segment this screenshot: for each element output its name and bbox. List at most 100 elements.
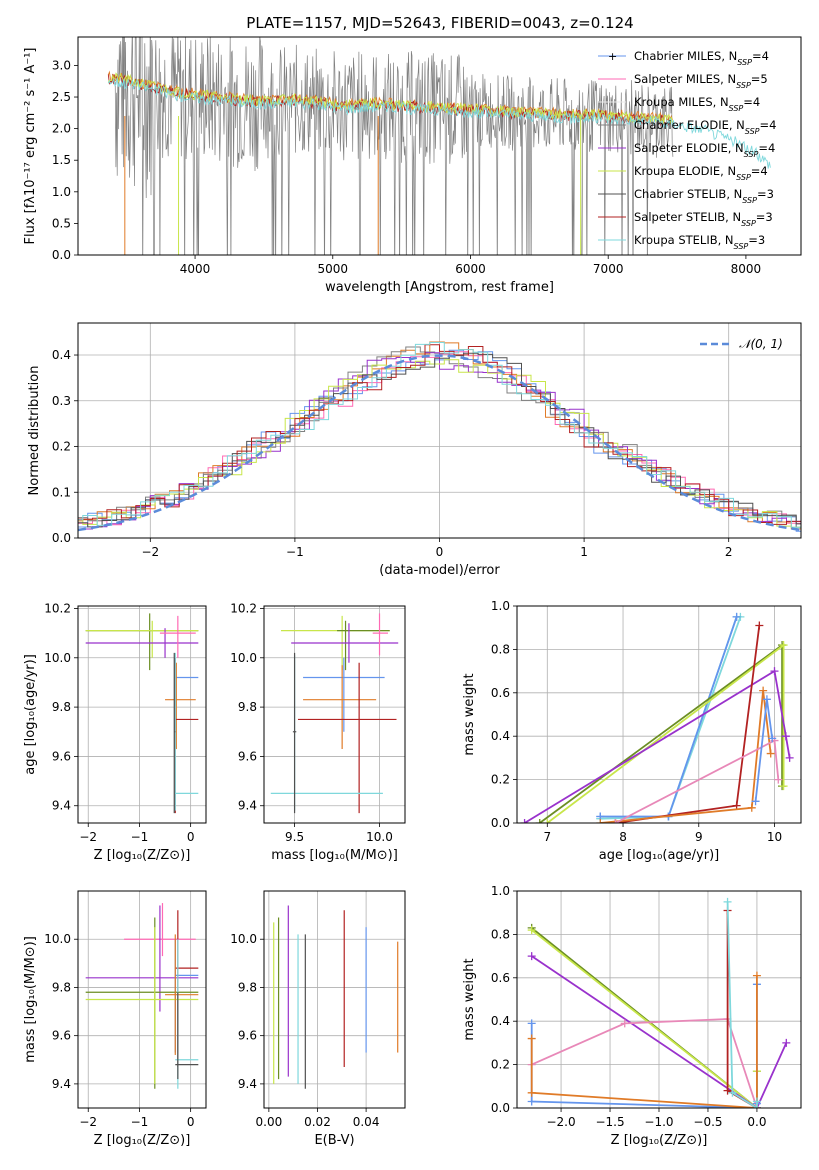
y-tick-label: 0.0 bbox=[491, 1101, 510, 1115]
x-axis-label: Z [log₁₀(Z/Z⊙)] bbox=[611, 1133, 708, 1148]
plus-marker bbox=[520, 819, 529, 823]
y-tick-label: 3.0 bbox=[52, 58, 71, 72]
weight-line bbox=[600, 616, 738, 818]
legend-subscript: SSP bbox=[736, 81, 751, 90]
plot-area bbox=[264, 891, 405, 1108]
weight-line bbox=[531, 1018, 758, 1108]
y-tick-label: 2.0 bbox=[52, 122, 71, 136]
plus-marker bbox=[782, 1038, 791, 1047]
x-tick-label: 0 bbox=[436, 545, 444, 559]
y-tick-label: 0.4 bbox=[52, 348, 71, 362]
legend-label: 𝒩(0, 1) bbox=[739, 337, 783, 351]
y-tick-label: 9.4 bbox=[238, 799, 257, 813]
histogram-step-line bbox=[78, 359, 801, 528]
plus-marker bbox=[527, 926, 536, 935]
x-tick-label: 7 bbox=[543, 830, 551, 844]
model-spectrum-line bbox=[107, 77, 771, 169]
y-tick-label: 0.2 bbox=[52, 440, 71, 454]
y-tick-label: 9.8 bbox=[238, 980, 257, 994]
plot-area bbox=[107, 37, 771, 255]
weight-line bbox=[600, 690, 772, 823]
y-axis-label: mass [log₁₀(M/M⊙)] bbox=[23, 936, 38, 1063]
y-tick-label: 0.0 bbox=[52, 248, 71, 262]
y-tick-label: 0.0 bbox=[52, 531, 71, 545]
x-tick-label: 5000 bbox=[317, 262, 348, 276]
x-tick-label: 1 bbox=[580, 545, 588, 559]
plus-marker bbox=[723, 1086, 732, 1095]
x-axis-label: age [log₁₀(age/yr)] bbox=[599, 848, 720, 863]
legend-marker: + bbox=[608, 50, 617, 63]
plus-marker bbox=[723, 897, 732, 906]
x-tick-label: 9.5 bbox=[285, 830, 304, 844]
legend-label: Salpeter ELODIE, NSSP=4 bbox=[634, 141, 775, 159]
y-tick-label: 10.2 bbox=[44, 601, 71, 615]
x-axis-label: Z [log₁₀(Z/Z⊙)] bbox=[94, 848, 191, 863]
legend-subscript: SSP bbox=[737, 58, 752, 67]
x-tick-label: 10.0 bbox=[366, 830, 393, 844]
x-axis-label: E(B-V) bbox=[314, 1133, 354, 1148]
y-tick-label: 10.0 bbox=[44, 651, 71, 665]
panel-weight_vs_Z: −2.0 −1.5 −1.0 −0.5 0.0 0.0 0.2 0.4 0.6 0.8 1.0 Z [… bbox=[462, 884, 802, 1148]
legend-subscript: SSP bbox=[736, 173, 751, 182]
axes-frame bbox=[516, 890, 802, 1109]
plus-marker bbox=[779, 641, 788, 650]
y-axis-label: mass weight bbox=[462, 958, 477, 1040]
plus-marker bbox=[527, 1088, 536, 1097]
x-tick-label: 4000 bbox=[180, 262, 211, 276]
plus-marker bbox=[751, 797, 760, 806]
x-tick-label: 0.04 bbox=[353, 1115, 380, 1129]
normal-curve-line bbox=[78, 354, 801, 532]
y-tick-label: 0.4 bbox=[491, 729, 510, 743]
x-tick-label: −2 bbox=[141, 545, 159, 559]
plus-marker bbox=[728, 1088, 737, 1097]
x-tick-label: 0.00 bbox=[256, 1115, 283, 1129]
x-tick-label: −1.0 bbox=[644, 1115, 673, 1129]
y-tick-label: 9.6 bbox=[238, 749, 257, 763]
plot-area bbox=[517, 606, 801, 823]
x-tick-label: 9 bbox=[695, 830, 703, 844]
panel-residuals: −2 −1 0 1 2 0.0 0.1 0.2 0.3 0.4 (data-model)/error… bbox=[27, 322, 802, 578]
histogram-step-line bbox=[78, 342, 801, 528]
x-axis-label: (data-model)/error bbox=[379, 563, 500, 578]
plus-marker bbox=[527, 952, 536, 961]
y-tick-label: 9.4 bbox=[52, 799, 71, 813]
y-tick-label: 1.0 bbox=[52, 185, 71, 199]
y-tick-label: 10.0 bbox=[230, 932, 257, 946]
plus-marker bbox=[732, 612, 741, 621]
x-tick-label: −1.5 bbox=[595, 1115, 624, 1129]
axes-frame bbox=[263, 605, 406, 824]
plus-marker bbox=[527, 1034, 536, 1043]
histogram-step-line bbox=[78, 352, 801, 528]
panel-spectrum: 4000 5000 6000 7000 8000 0.0 0.5 1.0 1.5 2.0 2.5 3.… bbox=[23, 36, 802, 295]
panel-mass_vs_ebv: 0.00 0.02 0.04 9.4 9.6 9.8 10.0 E(B-V) bbox=[230, 890, 406, 1148]
y-tick-label: 2.5 bbox=[52, 90, 71, 104]
y-tick-label: 9.4 bbox=[238, 1077, 257, 1091]
axes-frame bbox=[516, 605, 802, 824]
plus-marker bbox=[527, 1097, 536, 1106]
x-tick-label: 7000 bbox=[593, 262, 624, 276]
x-tick-label: −1 bbox=[286, 545, 304, 559]
weight-line bbox=[530, 984, 758, 1108]
weight-line bbox=[530, 975, 758, 1108]
y-tick-label: 0.4 bbox=[491, 1014, 510, 1028]
y-tick-label: 0.3 bbox=[52, 394, 71, 408]
plus-marker bbox=[762, 695, 771, 704]
y-tick-label: 0.0 bbox=[491, 816, 510, 830]
x-tick-label: 0 bbox=[187, 830, 195, 844]
plus-marker bbox=[752, 971, 761, 980]
data-spectrum-line bbox=[114, 37, 674, 255]
plus-marker bbox=[770, 667, 779, 676]
plus-marker bbox=[596, 819, 605, 823]
x-tick-label: −1 bbox=[131, 830, 149, 844]
plus-marker bbox=[755, 621, 764, 630]
y-tick-label: 1.5 bbox=[52, 153, 71, 167]
y-tick-label: 0.2 bbox=[491, 1058, 510, 1072]
y-tick-label: 9.6 bbox=[52, 749, 71, 763]
plus-marker bbox=[785, 753, 794, 762]
legend-subscript: SSP bbox=[729, 104, 744, 113]
plus-marker bbox=[752, 1097, 761, 1106]
axes-frame bbox=[77, 36, 802, 256]
plot-area bbox=[78, 323, 801, 538]
y-axis-label: age [log₁₀(age/yr)] bbox=[23, 654, 38, 775]
